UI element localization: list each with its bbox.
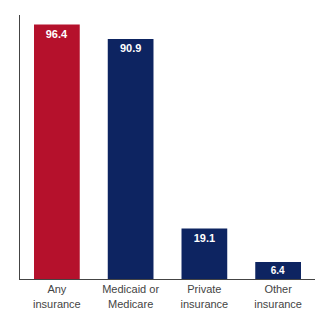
- svg-text:19.1: 19.1: [194, 232, 215, 244]
- svg-text:96.4: 96.4: [46, 28, 68, 40]
- svg-text:6.4: 6.4: [271, 265, 285, 276]
- svg-text:90.9: 90.9: [120, 42, 141, 54]
- svg-text:Anyinsurance: Anyinsurance: [33, 283, 81, 309]
- svg-text:Otherinsurance: Otherinsurance: [254, 283, 302, 309]
- svg-text:Medicaid orMedicare: Medicaid orMedicare: [102, 283, 159, 309]
- svg-text:Privateinsurance: Privateinsurance: [181, 283, 229, 309]
